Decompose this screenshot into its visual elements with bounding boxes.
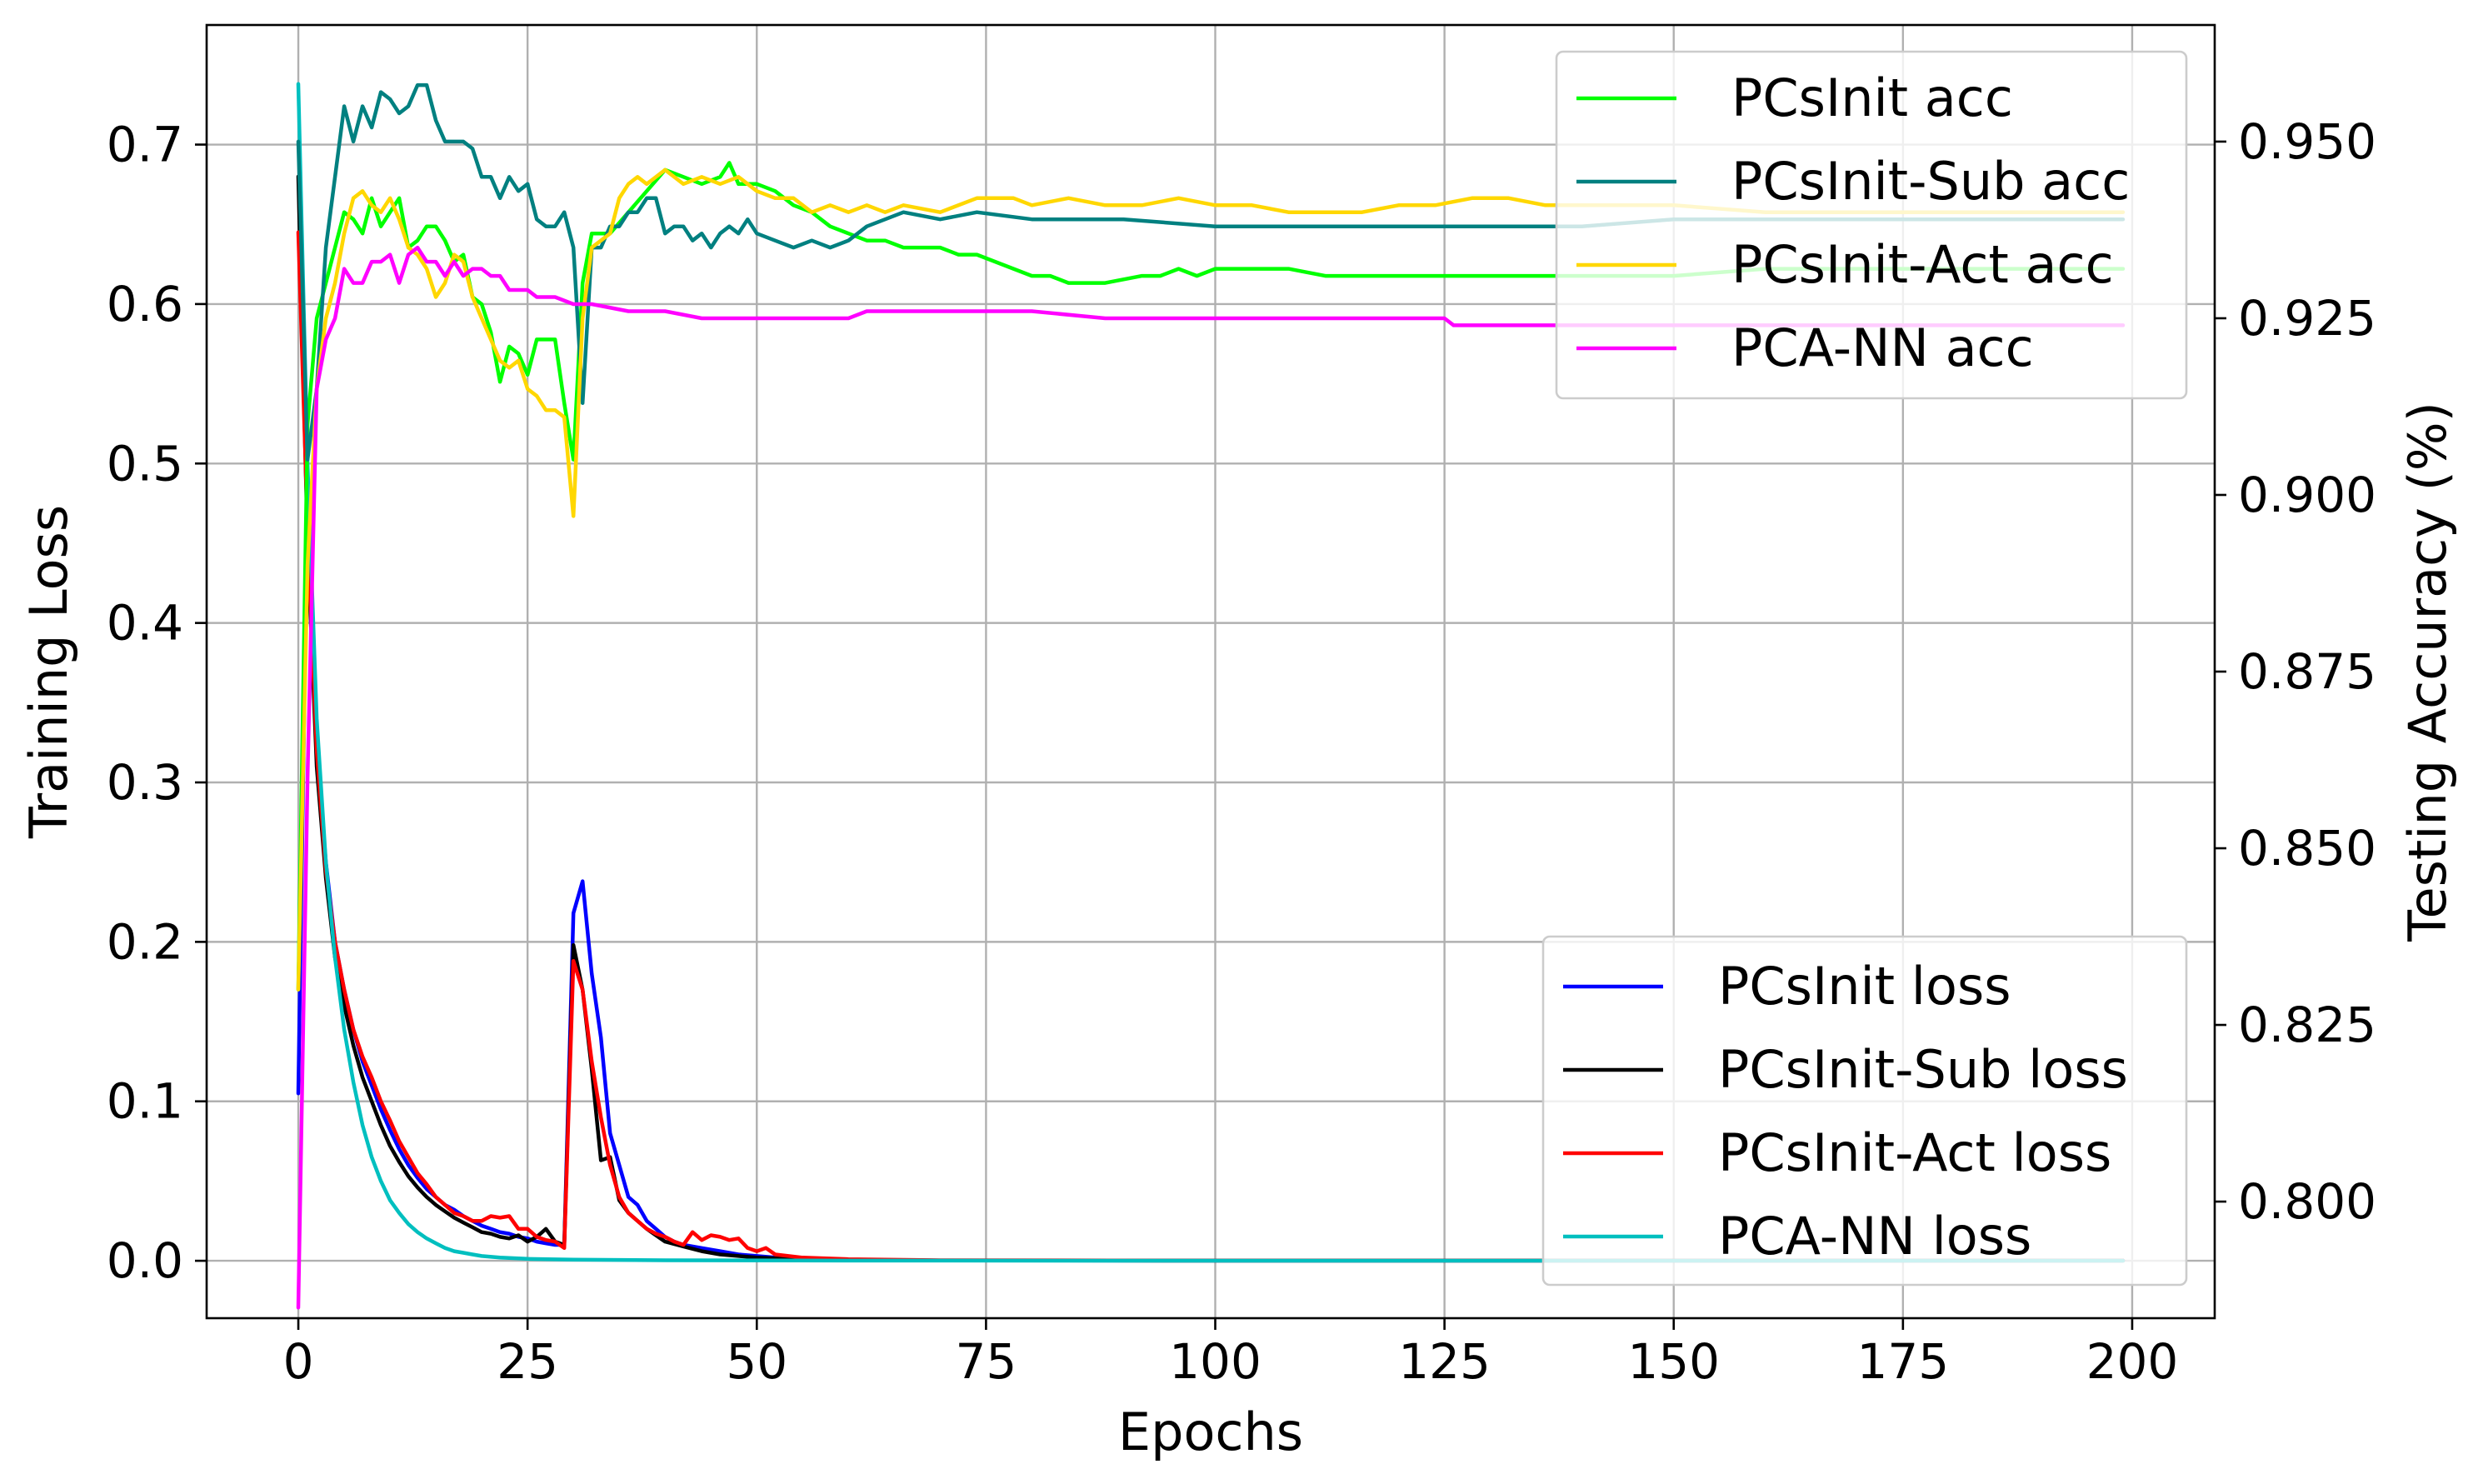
y-axis-right-label: Testing Accuracy (%)	[2397, 402, 2458, 942]
legend-entry-label: PCsInit-Sub acc	[1731, 151, 2130, 212]
legend-entry-label: PCsInit loss	[1718, 956, 2011, 1017]
x-tick-label: 100	[1169, 1333, 1261, 1390]
series-line-pcsinit-sub-loss	[296, 174, 2126, 1263]
legend-accuracy: PCsInit acc PCsInit-Sub acc PCsInit-Act ac…	[1555, 50, 2188, 400]
series-line-pcsinit-sub-acc	[296, 82, 2126, 462]
legend-entry-label: PCsInit-Act acc	[1731, 234, 2114, 295]
series-line-pcsinit-loss	[296, 493, 2126, 1263]
series-line-pcsinit-act-acc	[296, 167, 2126, 992]
x-tick-label: 125	[1398, 1333, 1491, 1390]
y2-tick-label: 0.950	[2238, 113, 2376, 170]
y2-tick-label: 0.825	[2238, 997, 2376, 1053]
y-axis-left-ticks: 0.0 0.1 0.2 0.3 0.4 0.5 0.6 0.7	[107, 117, 207, 1289]
y2-tick-label: 0.850	[2238, 820, 2376, 877]
grid-lines	[207, 25, 2215, 1318]
x-axis-ticks: 0 25 50 75 100 125 150 175 200	[283, 1318, 2179, 1390]
legend-loss: PCsInit loss PCsInit-Sub loss PCsInit-Act …	[1541, 935, 2188, 1287]
y2-tick-label: 0.800	[2238, 1173, 2376, 1230]
series-line-pcsinit-act-loss	[296, 230, 2126, 1263]
legend-loss-box	[1541, 935, 2188, 1287]
y-axis-left-label: Training Loss	[18, 505, 79, 839]
y2-tick-label: 0.900	[2238, 467, 2376, 523]
legend-accuracy-box	[1555, 50, 2188, 400]
x-tick-label: 200	[2086, 1333, 2179, 1390]
legend-entry-label: PCsInit-Sub loss	[1718, 1039, 2128, 1100]
series-line-pca-nn-acc	[296, 245, 2126, 1310]
x-tick-label: 175	[1856, 1333, 1949, 1390]
y-tick-label: 0.2	[107, 913, 183, 970]
y-tick-label: 0.5	[107, 435, 183, 492]
y2-tick-label: 0.925	[2238, 290, 2376, 347]
legend-entry-label: PCA-NN acc	[1731, 317, 2034, 378]
x-tick-label: 75	[955, 1333, 1017, 1390]
legend-entry-label: PCA-NN loss	[1718, 1206, 2031, 1267]
series-line-pcsinit-acc	[296, 161, 2126, 992]
x-axis-label: Epochs	[1118, 1402, 1303, 1462]
y-axis-right-ticks: 0.800 0.825 0.850 0.875 0.900 0.925 0.950	[2215, 113, 2376, 1230]
x-tick-label: 25	[497, 1333, 558, 1390]
legend-entry-label: PCsInit-Act loss	[1718, 1122, 2111, 1183]
x-tick-label: 50	[726, 1333, 787, 1390]
x-tick-label: 150	[1627, 1333, 1720, 1390]
y-tick-label: 0.4	[107, 595, 183, 652]
legend-entry-label: PCsInit acc	[1731, 67, 2013, 128]
y-tick-label: 0.3	[107, 754, 183, 811]
y-tick-label: 0.6	[107, 276, 183, 332]
y-tick-label: 0.1	[107, 1073, 183, 1130]
series-line-pca-nn-loss	[296, 82, 2126, 1263]
y-tick-label: 0.7	[107, 117, 183, 173]
series-layer	[296, 82, 2126, 1310]
y-tick-label: 0.0	[107, 1232, 183, 1289]
y2-tick-label: 0.875	[2238, 643, 2376, 700]
x-tick-label: 0	[283, 1333, 314, 1390]
